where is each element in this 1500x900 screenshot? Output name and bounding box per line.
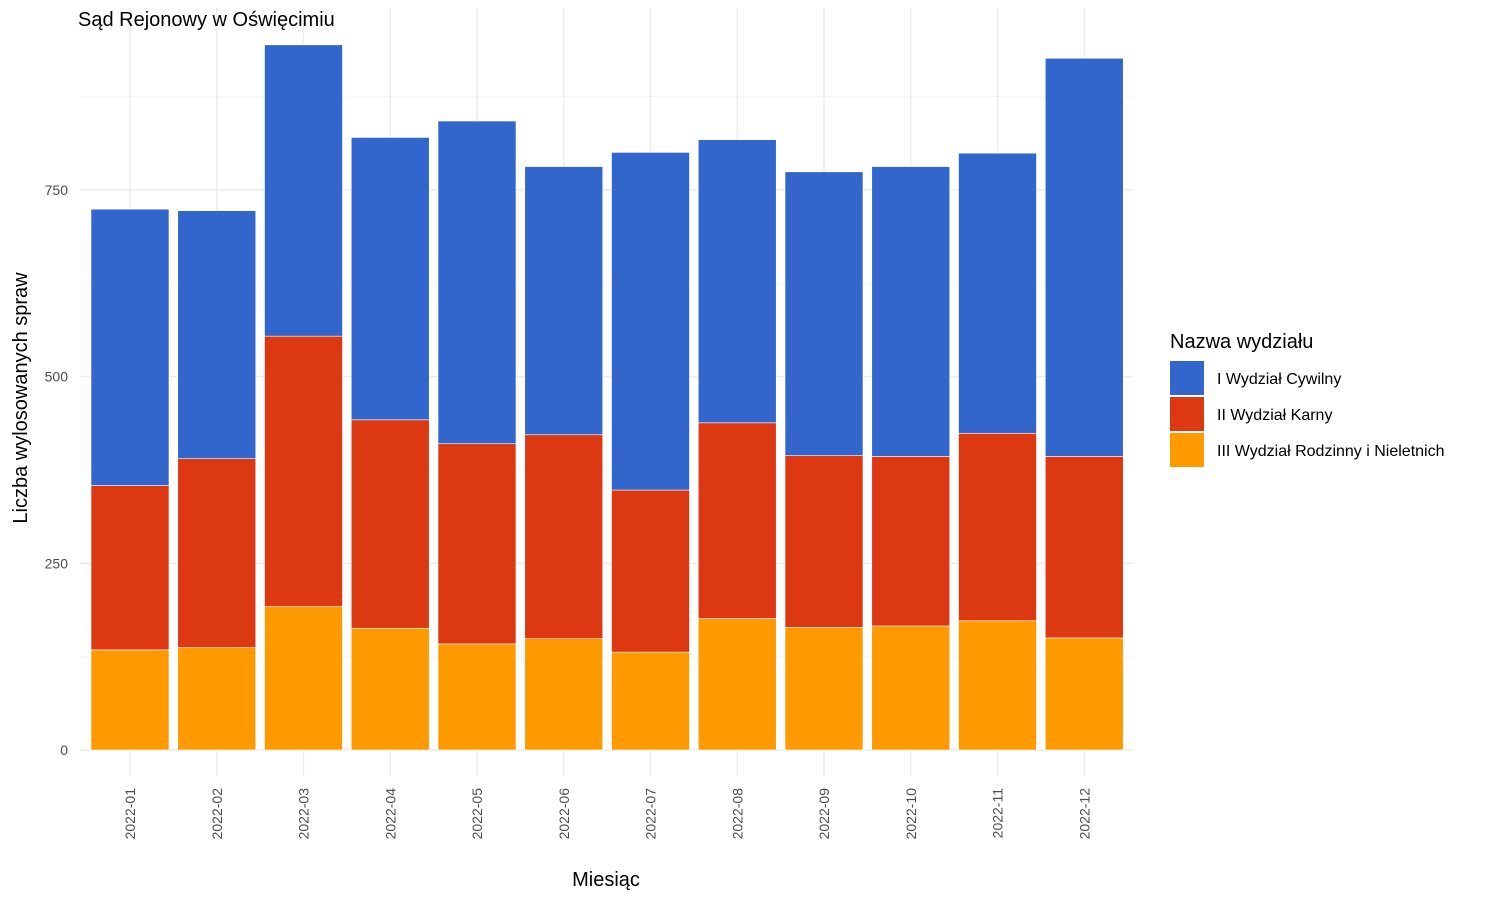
bar-segment	[90, 208, 170, 486]
bar-segment	[871, 166, 951, 457]
bar-segment	[524, 638, 604, 751]
bar-segment	[264, 44, 343, 337]
bar-segment	[437, 643, 517, 751]
y-tick-label: 500	[45, 369, 69, 385]
bar-segment	[264, 606, 343, 751]
x-tick-label: 2022-02	[209, 788, 225, 840]
x-tick-label: 2022-11	[990, 788, 1006, 839]
bar-segment	[871, 625, 951, 751]
bar-segment	[524, 434, 604, 639]
bar-segment	[437, 443, 517, 645]
x-tick-label: 2022-10	[903, 788, 919, 840]
x-tick-label: 2022-03	[296, 788, 312, 840]
bar-segment	[1044, 456, 1124, 639]
bar-segment	[784, 171, 864, 456]
bar-segment	[611, 489, 690, 653]
bar-segment	[871, 456, 951, 627]
legend-key	[1170, 397, 1204, 431]
legend-title: Nazwa wydziału	[1170, 331, 1313, 353]
bar-segment	[177, 210, 257, 459]
bar-segment	[784, 455, 864, 628]
y-tick-label: 250	[45, 555, 69, 571]
bar-segment	[524, 166, 604, 436]
x-tick-label: 2022-01	[122, 788, 138, 840]
bar-segment	[697, 618, 777, 751]
x-axis-ticks: 2022-01 2022-02 2022-03 2022-04 2022-05 2022-…	[122, 788, 1092, 840]
bar-segment	[958, 152, 1037, 434]
x-tick-label: 2022-07	[643, 788, 659, 840]
bar-segment	[90, 649, 170, 751]
legend-key	[1170, 433, 1204, 467]
bars	[90, 44, 1124, 751]
bar-segment	[784, 627, 864, 751]
bar-segment	[1044, 57, 1124, 457]
x-tick-label: 2022-08	[729, 788, 745, 840]
bar-segment	[264, 335, 343, 607]
legend: Nazwa wydziału I Wydział Cywilny II Wydzi…	[1170, 331, 1445, 467]
legend-label: II Wydział Karny	[1217, 407, 1332, 424]
bar-segment	[177, 647, 257, 751]
bar-segment	[350, 627, 430, 751]
x-tick-label: 2022-06	[556, 788, 572, 840]
x-tick-label: 2022-05	[469, 788, 485, 840]
bar-segment	[1044, 637, 1124, 751]
bar-segment	[611, 152, 690, 491]
bar-segment	[350, 419, 430, 629]
x-tick-label: 2022-04	[382, 788, 398, 840]
y-axis-title: Liczba wylosowanych spraw	[10, 272, 32, 524]
x-tick-label: 2022-12	[1076, 788, 1092, 840]
bar-segment	[90, 485, 170, 651]
legend-label: I Wydział Cywilny	[1217, 371, 1341, 388]
legend-label: III Wydział Rodzinny i Nieletnich	[1217, 443, 1445, 460]
x-tick-label: 2022-09	[816, 788, 832, 840]
y-tick-label: 0	[60, 742, 68, 758]
bar-segment	[350, 137, 430, 421]
y-axis-ticks: 0 250 500 750	[45, 182, 69, 758]
chart-title: Sąd Rejonowy w Oświęcimiu	[78, 9, 335, 31]
bar-segment	[177, 458, 257, 648]
bar-segment	[958, 620, 1037, 751]
bar-segment	[958, 432, 1037, 622]
bar-segment	[697, 422, 777, 619]
legend-key	[1170, 361, 1204, 395]
bar-segment	[437, 120, 517, 445]
bar-segment	[611, 651, 690, 751]
y-tick-label: 750	[45, 182, 69, 198]
x-axis-title: Miesiąc	[572, 869, 640, 891]
bar-segment	[697, 139, 777, 424]
